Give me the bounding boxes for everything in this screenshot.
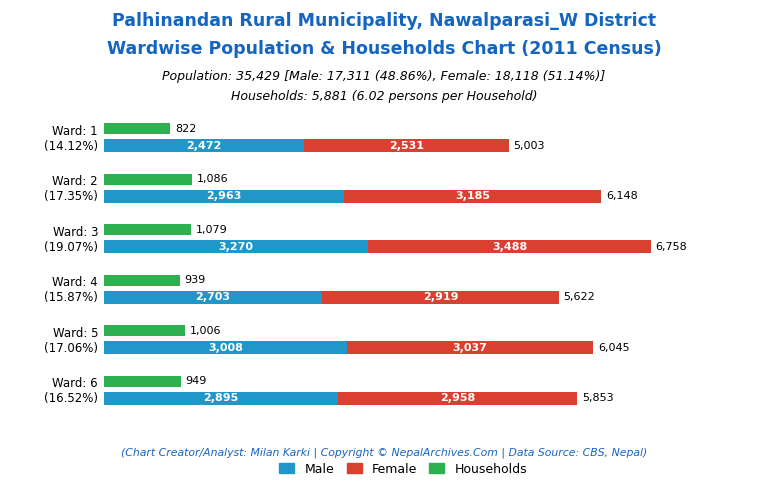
Text: 3,270: 3,270	[219, 242, 253, 252]
Text: 3,037: 3,037	[452, 343, 488, 353]
Text: 6,148: 6,148	[606, 191, 638, 201]
Legend: Male, Female, Households: Male, Female, Households	[274, 458, 532, 481]
Text: 6,758: 6,758	[656, 242, 687, 252]
Text: 5,853: 5,853	[582, 393, 614, 403]
Bar	[304, 139, 508, 152]
Text: 2,963: 2,963	[206, 191, 241, 201]
Text: 822: 822	[175, 124, 197, 134]
Text: 5,003: 5,003	[514, 141, 545, 151]
Text: 2,895: 2,895	[204, 393, 239, 403]
Bar	[104, 224, 191, 235]
Text: 2,531: 2,531	[389, 141, 424, 151]
Text: 6,045: 6,045	[598, 343, 630, 353]
Text: Palhinandan Rural Municipality, Nawalparasi_W District: Palhinandan Rural Municipality, Nawalpar…	[112, 12, 656, 31]
Bar	[104, 275, 180, 286]
Text: 2,472: 2,472	[186, 141, 221, 151]
Bar	[104, 174, 191, 185]
Bar	[338, 392, 578, 405]
Text: Households: 5,881 (6.02 persons per Household): Households: 5,881 (6.02 persons per Hous…	[230, 90, 538, 103]
Bar	[323, 291, 559, 304]
Bar	[104, 139, 304, 152]
Bar	[347, 341, 593, 354]
Text: 5,622: 5,622	[564, 292, 595, 302]
Bar	[104, 341, 347, 354]
Text: 2,703: 2,703	[196, 292, 230, 302]
Bar	[104, 123, 170, 134]
Text: 2,919: 2,919	[423, 292, 458, 302]
Text: 1,086: 1,086	[197, 174, 228, 184]
Bar	[104, 376, 180, 387]
Bar	[104, 190, 343, 203]
Text: 2,958: 2,958	[440, 393, 475, 403]
Text: 949: 949	[185, 376, 207, 386]
Text: Population: 35,429 [Male: 17,311 (48.86%), Female: 18,118 (51.14%)]: Population: 35,429 [Male: 17,311 (48.86%…	[162, 70, 606, 83]
Text: 1,006: 1,006	[190, 326, 221, 336]
Bar	[104, 392, 338, 405]
Bar	[104, 291, 323, 304]
Text: 1,079: 1,079	[196, 225, 227, 235]
Bar	[104, 240, 369, 253]
Text: 3,008: 3,008	[208, 343, 243, 353]
Bar	[369, 240, 650, 253]
Bar	[343, 190, 601, 203]
Text: 939: 939	[184, 275, 206, 285]
Text: (Chart Creator/Analyst: Milan Karki | Copyright © NepalArchives.Com | Data Sourc: (Chart Creator/Analyst: Milan Karki | Co…	[121, 447, 647, 458]
Text: Wardwise Population & Households Chart (2011 Census): Wardwise Population & Households Chart (…	[107, 40, 661, 59]
Text: 3,488: 3,488	[492, 242, 527, 252]
Bar	[104, 325, 185, 336]
Text: 3,185: 3,185	[455, 191, 490, 201]
